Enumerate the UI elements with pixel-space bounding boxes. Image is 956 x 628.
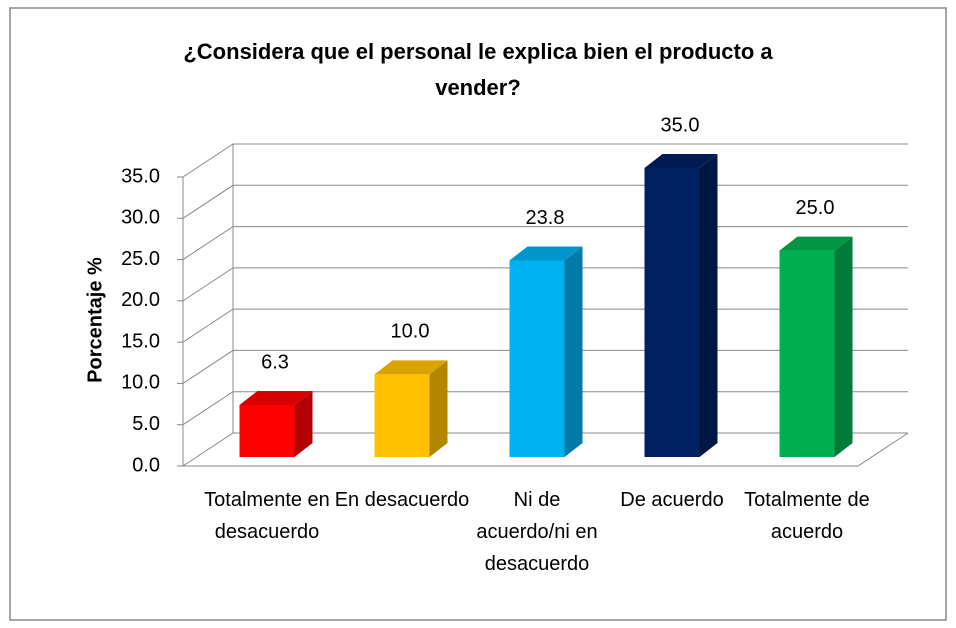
x-tick-label: En desacuerdo (334, 489, 470, 511)
x-tick-label: De acuerdo (620, 489, 724, 511)
x-tick-label: Totalmente de acuerdo (744, 489, 870, 543)
y-tick-label: 35.0 (121, 165, 160, 187)
grid-line (182, 143, 908, 178)
bar (644, 168, 700, 457)
y-tick-label: 10.0 (121, 372, 160, 394)
bar-side (834, 236, 853, 457)
data-label: 25.0 (796, 197, 835, 219)
data-label: 6.3 (261, 351, 289, 373)
bar (239, 404, 295, 457)
data-label: 35.0 (661, 114, 700, 136)
bar-side (699, 154, 718, 457)
bar-top (509, 246, 583, 261)
bar (509, 260, 565, 457)
y-tick-label: 5.0 (132, 413, 160, 435)
bar-side (564, 246, 583, 457)
y-tick-label: 30.0 (121, 207, 160, 229)
x-tick-label: Ni de acuerdo/ni en desacuerdo (476, 489, 598, 575)
y-tick-label: 25.0 (121, 248, 160, 270)
bar (779, 250, 835, 457)
y-tick-label: 0.0 (132, 454, 160, 476)
y-tick-label: 20.0 (121, 289, 160, 311)
bar-top (779, 236, 853, 251)
bar-side (294, 390, 313, 457)
floor (183, 432, 909, 467)
bar (374, 374, 430, 457)
y-tick-label: 15.0 (121, 330, 160, 352)
bar-top (374, 360, 448, 375)
data-label: 23.8 (526, 207, 565, 229)
x-tick-label: Totalmente en desacuerdo (204, 489, 330, 543)
bar-top (644, 154, 718, 168)
bar-top (239, 390, 313, 405)
data-label: 10.0 (391, 321, 430, 343)
bar-side (429, 360, 448, 457)
y-axis-label: Porcentaje % (84, 257, 106, 383)
chart-title: ¿Considera que el personal le explica bi… (183, 39, 773, 100)
